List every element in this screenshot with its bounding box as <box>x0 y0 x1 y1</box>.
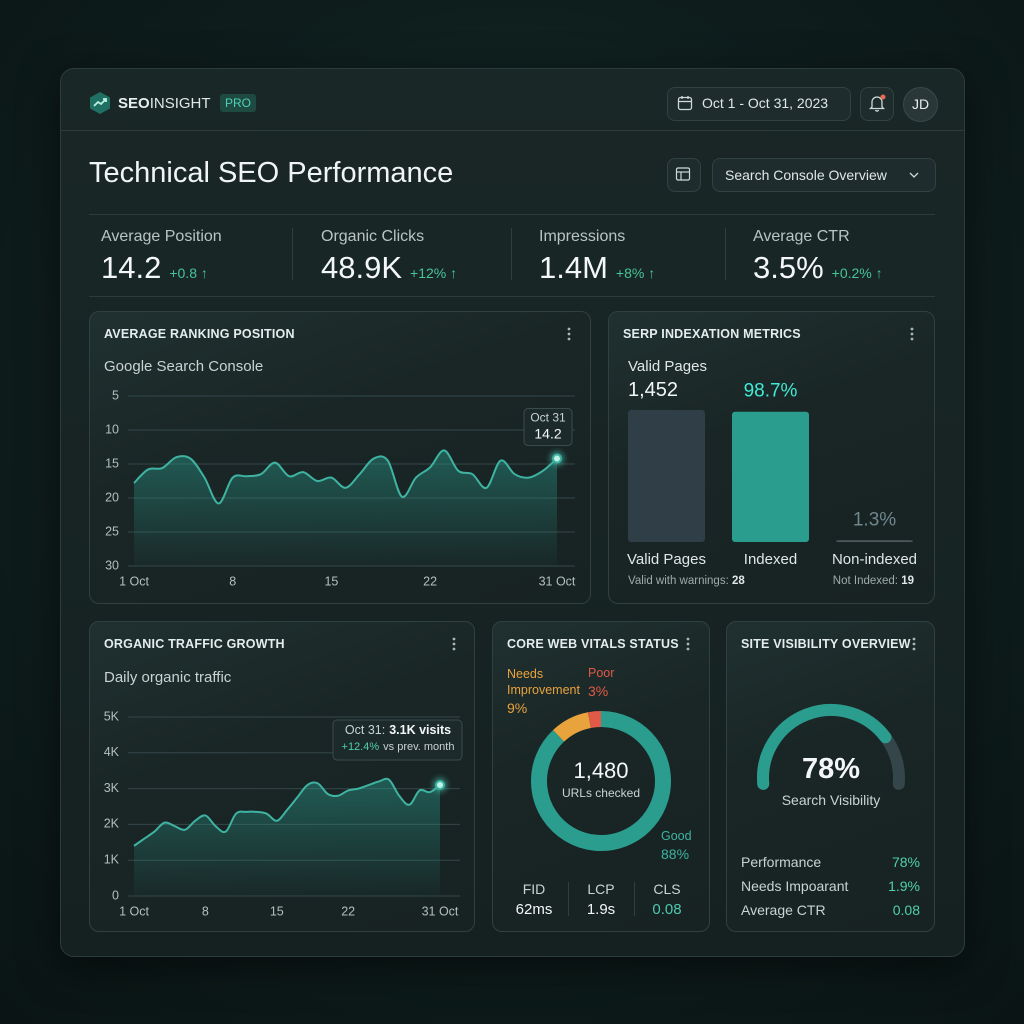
kpi-delta: +12% ↑ <box>410 265 458 281</box>
row-label: Performance <box>741 854 822 870</box>
kpi-delta: +0.8 ↑ <box>169 265 208 281</box>
date-picker[interactable] <box>667 87 851 121</box>
card <box>608 311 935 604</box>
kpi-value: 14.2 <box>101 250 162 285</box>
note-value: 19 <box>901 575 914 587</box>
metric-separator <box>634 882 635 916</box>
legend-label: Needs Improvement <box>507 667 580 697</box>
date-range: Oct 1 - Oct 31, 2023 <box>702 95 829 111</box>
logo <box>90 92 110 114</box>
kpi: 48.9K +12% ↑ <box>321 250 457 286</box>
value-label: 88% <box>661 846 690 862</box>
kpi-divider <box>89 214 935 215</box>
note-label: Not Indexed: <box>832 575 898 587</box>
legend-label: Poor <box>588 666 615 680</box>
metric-label: FID <box>522 881 546 897</box>
gauge-value: 78% <box>801 753 861 785</box>
view-select[interactable] <box>712 158 936 192</box>
kpi: 14.2 +0.8 ↑ <box>101 250 208 286</box>
kpi-separator <box>725 228 726 280</box>
card-title: AVERAGE RANKING POSITION <box>104 327 295 341</box>
metric-separator <box>568 882 569 916</box>
note-label: Valid with warnings: <box>628 575 729 587</box>
card-title: SERP INDEXATION METRICS <box>623 327 801 341</box>
kebab-menu[interactable] <box>565 326 573 342</box>
kebab-menu[interactable] <box>684 636 692 652</box>
brand: SEOINSIGHT <box>118 95 211 112</box>
annotation-label: Valid Pages <box>628 358 707 375</box>
row-value: 1.9% <box>888 878 920 894</box>
kpi-label: Impressions <box>539 228 626 245</box>
annotation-value: 1,452 <box>628 379 679 401</box>
kebab-menu[interactable] <box>450 636 458 652</box>
metric-value: 1.9s <box>586 901 616 918</box>
gauge-label: Search Visibility <box>781 792 881 808</box>
kpi-label: Average CTR <box>753 228 850 245</box>
card-title: CORE WEB VITALS STATUS <box>507 637 679 651</box>
kpi-label: Average Position <box>101 228 222 245</box>
page-title: Technical SEO Performance <box>89 157 454 189</box>
legend-label: Good <box>661 829 692 843</box>
note: Valid with warnings: 28 <box>628 575 745 587</box>
kpi-label: Organic Clicks <box>321 228 425 245</box>
kpi-delta: +8% ↑ <box>615 265 656 281</box>
header-divider <box>60 130 965 131</box>
kebab-menu[interactable] <box>908 326 916 342</box>
brand-bold: SEO <box>118 95 150 112</box>
kpi-value: 3.5% <box>753 250 824 285</box>
calendar-icon <box>677 96 693 111</box>
kpi-divider <box>89 296 935 297</box>
view-select-label: Search Console Overview <box>725 167 887 183</box>
card <box>89 311 591 604</box>
kpi: 1.4M +8% ↑ <box>539 250 655 286</box>
row-label: Average CTR <box>741 902 826 918</box>
value-label: 3% <box>588 683 609 699</box>
note: Not Indexed: 19 <box>800 575 914 587</box>
card-title: ORGANIC TRAFFIC GROWTH <box>104 637 285 651</box>
layout-button[interactable] <box>667 158 701 192</box>
kpi-value: 1.4M <box>539 250 608 285</box>
chevron <box>909 172 919 178</box>
donut-center-value: 1,480 <box>573 758 629 783</box>
metric-label: LCP <box>587 881 615 897</box>
note-value: 28 <box>731 575 745 587</box>
chart-subtitle: Google Search Console <box>104 358 264 375</box>
kpi: 3.5% +0.2% ↑ <box>753 250 883 286</box>
avatar[interactable]: JD <box>903 87 938 122</box>
metric-label: CLS <box>653 881 681 897</box>
kpi-delta: +0.2% ↑ <box>831 265 883 281</box>
row-value: 78% <box>891 854 920 870</box>
notifications[interactable] <box>860 87 894 121</box>
card <box>89 621 475 932</box>
row-label: Needs Impoarant <box>741 878 849 894</box>
kebab-menu[interactable] <box>910 636 918 652</box>
chart-subtitle: Daily organic traffic <box>104 669 232 686</box>
brand-light: INSIGHT <box>149 95 211 112</box>
kpi-separator <box>292 228 293 280</box>
value-label: 9% <box>507 700 528 716</box>
card-title: SITE VISIBILITY OVERVIEW <box>741 637 911 651</box>
badge: PRO <box>220 94 257 112</box>
metric-value: 62ms <box>515 901 553 918</box>
kpi-value: 48.9K <box>321 250 403 285</box>
donut-center-label: URLs checked <box>561 786 641 800</box>
kpi-separator <box>511 228 512 280</box>
row-value: 0.08 <box>892 902 920 918</box>
layout-icon <box>675 167 691 181</box>
metric-value: 0.08 <box>652 901 682 918</box>
bell-icon <box>868 94 886 112</box>
